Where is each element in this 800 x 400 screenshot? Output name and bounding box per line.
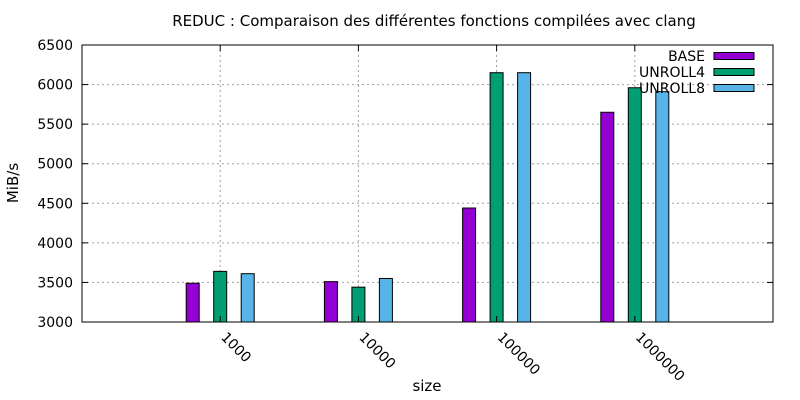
x-axis-label: size <box>412 377 441 395</box>
x-axis-ticks: 1000 10000 100000 1000000 <box>217 45 687 385</box>
bar-base-10000 <box>323 281 338 323</box>
bar-unroll4-1000 <box>213 270 228 323</box>
bar-unroll8-100000 <box>517 72 532 323</box>
bar-unroll4-1000000 <box>627 87 642 323</box>
legend-label: UNROLL4 <box>639 65 705 81</box>
bars <box>185 72 670 323</box>
legend-swatch <box>713 52 755 60</box>
y-tick-label: 6500 <box>37 38 73 54</box>
bar-base-100000 <box>462 207 477 323</box>
y-tick-label: 6000 <box>37 78 73 94</box>
y-tick-label: 3000 <box>37 315 73 331</box>
bar-base-1000000 <box>600 111 615 323</box>
bar-unroll8-1000 <box>240 273 255 323</box>
legend-swatch <box>713 68 755 76</box>
plot-frame <box>81 44 774 323</box>
legend-label: UNROLL8 <box>639 81 705 97</box>
y-tick-label: 3500 <box>37 275 73 291</box>
bar-unroll8-10000 <box>378 277 393 323</box>
y-tick-label: 5500 <box>37 117 73 133</box>
y-tick-label: 4500 <box>37 196 73 212</box>
legend-swatch <box>713 84 755 92</box>
y-tick-label: 5000 <box>37 157 73 173</box>
legend-label: BASE <box>668 49 705 65</box>
chart-title: REDUC : Comparaison des différentes fonc… <box>172 12 696 30</box>
y-axis-label: MiB/s <box>4 163 22 203</box>
x-tick-label: 10000 <box>356 330 399 373</box>
y-tick-label: 4000 <box>37 236 73 252</box>
bar-base-1000 <box>185 282 200 323</box>
x-tick-label: 100000 <box>494 330 543 379</box>
bar-unroll4-100000 <box>489 72 504 323</box>
bar-unroll8-1000000 <box>655 91 670 323</box>
y-axis-ticks: 3000 3500 4000 4500 5000 5500 6000 6500 <box>37 38 773 331</box>
x-tick-label: 1000 <box>217 330 254 367</box>
x-tick-label: 1000000 <box>632 330 687 385</box>
